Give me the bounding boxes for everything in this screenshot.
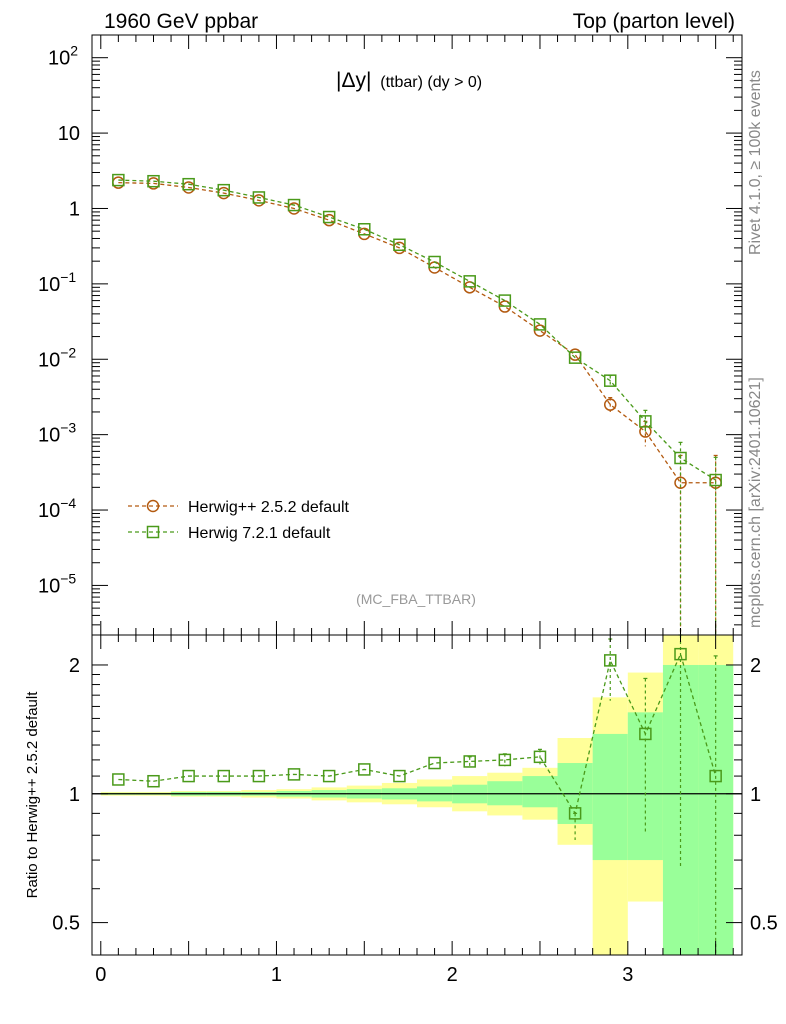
analysis-tag: (MC_FBA_TTBAR) [356, 591, 476, 607]
legend-marker-square [146, 525, 160, 539]
main-ytick-label: 1 [69, 198, 80, 220]
herwig7-point [463, 275, 476, 288]
ratio-herwig7-point [287, 768, 301, 781]
side-label-bottom: mcplots.cern.ch [arXiv:2401.10621] [747, 377, 764, 628]
main-panel: 102 10 1 10−1 10−2 10−3 10−4 10−5 |Δy| (ttbar) … [38, 34, 743, 636]
herwig7-point [287, 198, 301, 212]
herwig7-line [118, 179, 716, 481]
herwig7-point [112, 173, 125, 187]
ratio-herwig7-point [533, 750, 547, 764]
herwig7-point [358, 223, 371, 236]
herwig7-point [639, 415, 652, 428]
main-title-sub: (ttbar) (dy > 0) [380, 74, 482, 91]
ratio-panel: 2 2 1 1 0.5 0.5 0 1 2 3 Ratio to Herwig++ 2.5.2 … [24, 634, 778, 986]
herwig7-point [674, 451, 687, 465]
herwigpp-point [568, 348, 582, 361]
main-ytick-exponent: 2 [70, 43, 78, 59]
ratio-ytick-label: 1 [69, 784, 80, 806]
ratio-herwig7-point [182, 769, 195, 783]
ratio-herwig7-point [639, 727, 652, 741]
herwigpp-point [603, 398, 617, 411]
ratio-herwig7-point [322, 769, 336, 783]
main-ytick-exponent: −5 [60, 570, 76, 586]
legend-label-herwig7: Herwig 7.2.1 default [188, 525, 331, 542]
ratio-herwig7-point [393, 769, 406, 783]
ratio-ytick-label-right: 2 [750, 655, 761, 677]
ratio-herwig7-point [252, 769, 266, 783]
band-green-bin [592, 733, 628, 861]
side-label-top: Rivet 4.1.0, ≥ 100k events [747, 70, 764, 255]
ratio-herwig7-point [147, 774, 160, 788]
ratio-herwig7-point [217, 769, 231, 783]
herwig7-point [568, 351, 582, 364]
main-ytick-label: 10−2 [38, 344, 76, 371]
main-ytick-exponent: −2 [60, 344, 76, 360]
xtick-label: 2 [447, 964, 458, 986]
main-ytick-label: 102 [48, 43, 78, 70]
main-title-var: |Δy| [336, 69, 371, 92]
ratio-herwig7-point [358, 763, 371, 776]
herwig7-point [252, 191, 266, 204]
main-title: |Δy| (ttbar) (dy > 0) [336, 69, 482, 92]
legend-entry-herwig7: Herwig 7.2.1 default [128, 525, 331, 542]
herwigpp-line [118, 182, 716, 484]
legend-entry-herwigpp: Herwig++ 2.5.2 default [128, 499, 350, 516]
band-green-bin [627, 712, 663, 861]
ratio-ytick-label-right: 0.5 [750, 913, 778, 935]
main-ytick-label: 10−5 [38, 570, 76, 597]
ratio-ytick-label-right: 1 [750, 784, 761, 806]
herwig7-point [322, 210, 336, 224]
ratio-herwig7-point [603, 654, 617, 667]
herwig7-point [147, 174, 160, 188]
herwig7-point [709, 473, 722, 487]
ratio-ytick-label: 0.5 [52, 913, 80, 935]
herwig7-point [217, 183, 231, 197]
xtick-label: 3 [622, 964, 633, 986]
ratio-ylabel: Ratio to Herwig++ 2.5.2 default [24, 691, 41, 899]
ratio-herwig7-point [463, 755, 476, 768]
legend-marker-circle [146, 499, 160, 513]
band-green-bin [698, 664, 734, 955]
herwigpp-point [639, 425, 652, 438]
legend: Herwig++ 2.5.2 default Herwig 7.2.1 defa… [128, 499, 350, 542]
herwigpp-point [674, 476, 687, 490]
herwig7-point [428, 255, 441, 269]
ratio-herwig7-point [428, 756, 441, 770]
band-green-bin [522, 776, 558, 808]
ratio-herwig7-point [568, 807, 582, 820]
ratio-herwig7-point [498, 753, 512, 767]
herwig7-point [182, 177, 195, 191]
xtick-label: 1 [271, 964, 282, 986]
main-ytick-exponent: −3 [60, 420, 76, 436]
ratio-herwig7-point [112, 773, 125, 786]
herwig7-point [603, 374, 617, 387]
main-ytick-label: 10−4 [38, 495, 76, 522]
header-right: Top (parton level) [573, 10, 735, 33]
main-ytick-label: 10 [58, 123, 80, 145]
main-frame [91, 34, 743, 636]
legend-label-herwigpp: Herwig++ 2.5.2 default [188, 499, 350, 516]
herwig7-point [533, 318, 547, 331]
herwig7-point [393, 238, 406, 252]
ratio-herwig7-point [674, 647, 687, 661]
herwig7-point [498, 294, 512, 307]
main-ytick-label: 10−1 [38, 269, 76, 296]
ratio-herwig7-point [709, 769, 722, 783]
ratio-ytick-label: 2 [69, 655, 80, 677]
main-ytick-label: 10−3 [38, 420, 76, 447]
main-ytick-exponent: −4 [60, 495, 76, 511]
header-left: 1960 GeV ppbar [104, 10, 258, 33]
xtick-label: 0 [95, 964, 106, 986]
main-ytick-exponent: −1 [60, 269, 76, 285]
